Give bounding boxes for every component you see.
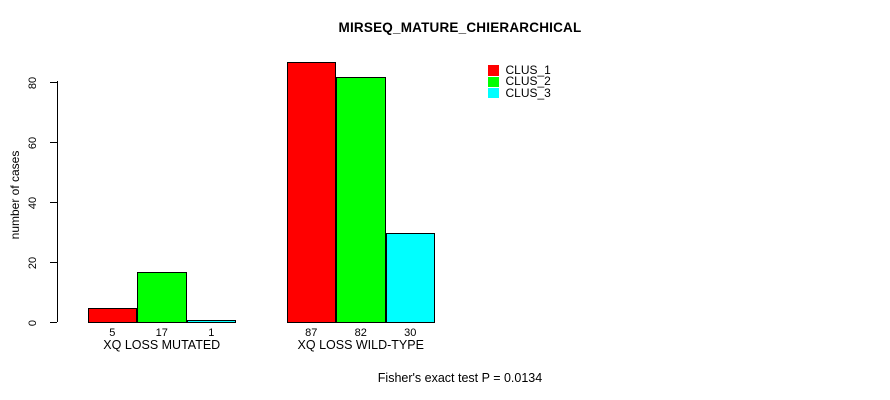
bar-clus_3-1 (186, 319, 236, 323)
bar-value-label: 82 (354, 326, 367, 339)
legend-label: CLUS_1 (505, 63, 551, 78)
bar-value-label: 5 (109, 326, 116, 339)
legend-swatch-icon (488, 65, 499, 76)
y-axis-line (57, 81, 58, 322)
legend-swatch-icon (488, 87, 499, 99)
bar-clus_1-1 (87, 307, 137, 323)
x-category-label: XQ LOSS WILD-TYPE (297, 337, 424, 352)
chart-title: MIRSEQ_MATURE_CHIERARCHICAL (338, 20, 582, 35)
bar-value-label: 87 (305, 326, 318, 339)
y-tick-mark (50, 142, 57, 143)
bar-value-label: 1 (208, 326, 215, 339)
legend-label: CLUS_2 (505, 74, 551, 89)
y-tick-mark (50, 262, 57, 263)
y-tick-label: 20 (27, 256, 39, 269)
legend-item: CLUS_3 (488, 85, 551, 100)
y-tick-mark (50, 202, 57, 203)
legend-item: CLUS_1 (488, 63, 551, 78)
bar-value-label: 17 (155, 326, 168, 339)
y-tick-mark (50, 322, 57, 323)
bar-clus_3-2 (385, 232, 435, 323)
annotation-text: Fisher's exact test P = 0.0134 (377, 371, 543, 385)
y-tick-label: 0 (27, 319, 39, 326)
legend-item: CLUS_2 (488, 74, 551, 89)
legend-label: CLUS_3 (505, 85, 551, 100)
legend: CLUS_1 CLUS_2 CLUS_3 (488, 63, 551, 100)
bar-clus_2-1 (137, 271, 187, 323)
y-tick-label: 80 (27, 76, 39, 89)
bar-value-label: 30 (404, 326, 417, 339)
y-tick-label: 40 (27, 196, 39, 209)
bar-clus_1-2 (286, 61, 336, 323)
y-axis-title: number of cases (8, 150, 22, 240)
y-tick-mark (50, 82, 57, 83)
x-category-label: XQ LOSS MUTATED (103, 337, 221, 352)
bar-clus_2-2 (336, 76, 386, 323)
y-tick-label: 60 (27, 136, 39, 149)
legend-swatch-icon (488, 76, 499, 88)
